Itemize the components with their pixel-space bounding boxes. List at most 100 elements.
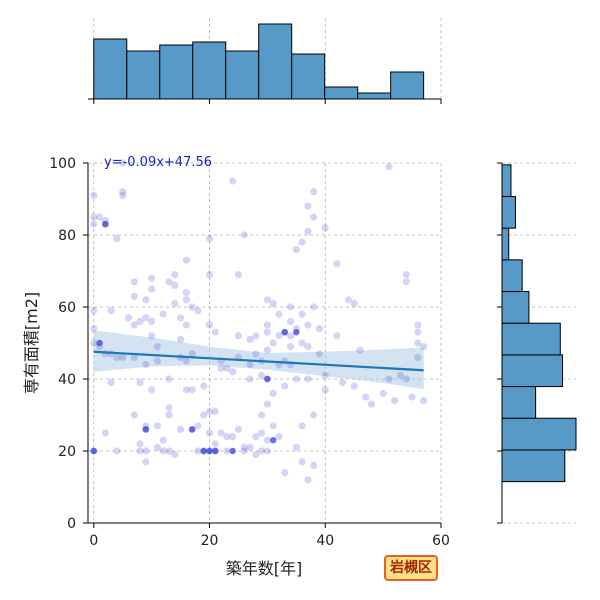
data-point — [304, 202, 312, 210]
data-point — [310, 303, 318, 311]
data-point — [263, 436, 271, 444]
y-tick-label: 60 — [58, 300, 76, 316]
data-point — [194, 422, 202, 430]
confidence-band-area — [93, 330, 424, 390]
data-point — [252, 451, 260, 459]
data-point — [211, 328, 219, 336]
data-point — [182, 296, 190, 304]
data-point — [385, 375, 393, 383]
data-point — [246, 375, 254, 383]
data-point — [159, 310, 167, 318]
data-point — [159, 447, 167, 455]
data-point — [171, 451, 179, 459]
x-histogram-bar — [357, 92, 392, 100]
y-histogram-bar — [501, 259, 523, 293]
data-point — [142, 296, 150, 304]
data-point — [182, 386, 190, 394]
data-point — [269, 299, 277, 307]
data-point — [402, 271, 410, 279]
data-point — [402, 278, 410, 286]
data-point — [281, 382, 289, 390]
data-point — [90, 213, 98, 221]
y-histogram-bar — [501, 386, 537, 419]
data-point — [379, 389, 387, 397]
data-point — [350, 382, 358, 390]
data-point — [165, 447, 173, 455]
data-point — [165, 375, 173, 383]
data-point — [286, 317, 295, 325]
y-histogram-bar — [501, 227, 510, 261]
data-point — [321, 224, 329, 232]
data-point — [269, 389, 277, 397]
data-point — [263, 321, 271, 329]
data-point — [298, 422, 306, 430]
data-point — [229, 447, 236, 455]
data-point — [188, 426, 196, 433]
data-point — [165, 404, 173, 412]
data-point — [263, 296, 271, 304]
data-point — [408, 393, 416, 401]
data-point — [414, 321, 422, 329]
data-point — [264, 375, 271, 383]
x-histogram-bar — [324, 86, 359, 100]
data-point — [344, 296, 353, 304]
data-point — [188, 303, 196, 311]
data-point — [240, 231, 248, 239]
data-point — [205, 271, 214, 279]
data-point — [206, 447, 213, 455]
data-point — [113, 353, 121, 361]
y-tick-label: 100 — [49, 156, 76, 172]
data-point — [165, 278, 173, 286]
data-point — [119, 353, 127, 361]
data-point — [321, 386, 329, 394]
data-point — [246, 443, 254, 451]
data-point — [142, 426, 150, 433]
data-point — [420, 397, 428, 405]
y-histogram-bar — [501, 322, 561, 356]
data-point — [240, 447, 248, 455]
data-point — [350, 299, 358, 307]
data-point — [136, 379, 144, 387]
regression-fit-line — [93, 350, 424, 372]
data-point — [205, 235, 214, 243]
data-point — [148, 332, 156, 340]
data-point — [182, 256, 190, 264]
data-point — [292, 245, 300, 253]
data-point — [90, 325, 98, 333]
data-point — [298, 238, 306, 246]
data-point — [281, 329, 288, 336]
data-point — [402, 375, 410, 383]
data-point — [286, 343, 295, 351]
x-tick-label: 0 — [89, 533, 98, 549]
data-point — [385, 163, 393, 171]
data-point — [182, 289, 190, 297]
data-point — [205, 429, 214, 437]
data-point — [234, 271, 243, 279]
tick-labels: 0 20 40 60 0 20 40 60 80 100 — [49, 156, 450, 549]
data-point — [229, 368, 237, 376]
data-point — [234, 332, 243, 340]
data-point — [113, 235, 121, 243]
data-point — [293, 329, 300, 336]
data-point — [391, 397, 399, 405]
data-point — [414, 339, 422, 347]
data-point — [171, 299, 179, 307]
data-point — [119, 188, 127, 196]
data-point — [136, 440, 144, 448]
data-point — [315, 325, 324, 333]
data-point — [142, 447, 150, 455]
data-point — [269, 339, 277, 347]
data-point — [182, 321, 190, 329]
data-point — [414, 328, 422, 336]
x-histogram-bar — [258, 23, 293, 100]
data-point — [252, 350, 260, 358]
data-point — [315, 350, 324, 358]
data-point — [90, 447, 97, 455]
data-point — [102, 221, 109, 228]
data-point — [269, 422, 277, 430]
x-histogram-bar — [225, 50, 260, 100]
data-point — [229, 433, 237, 441]
data-point — [252, 433, 260, 441]
data-point — [90, 191, 98, 199]
data-point — [217, 364, 225, 372]
